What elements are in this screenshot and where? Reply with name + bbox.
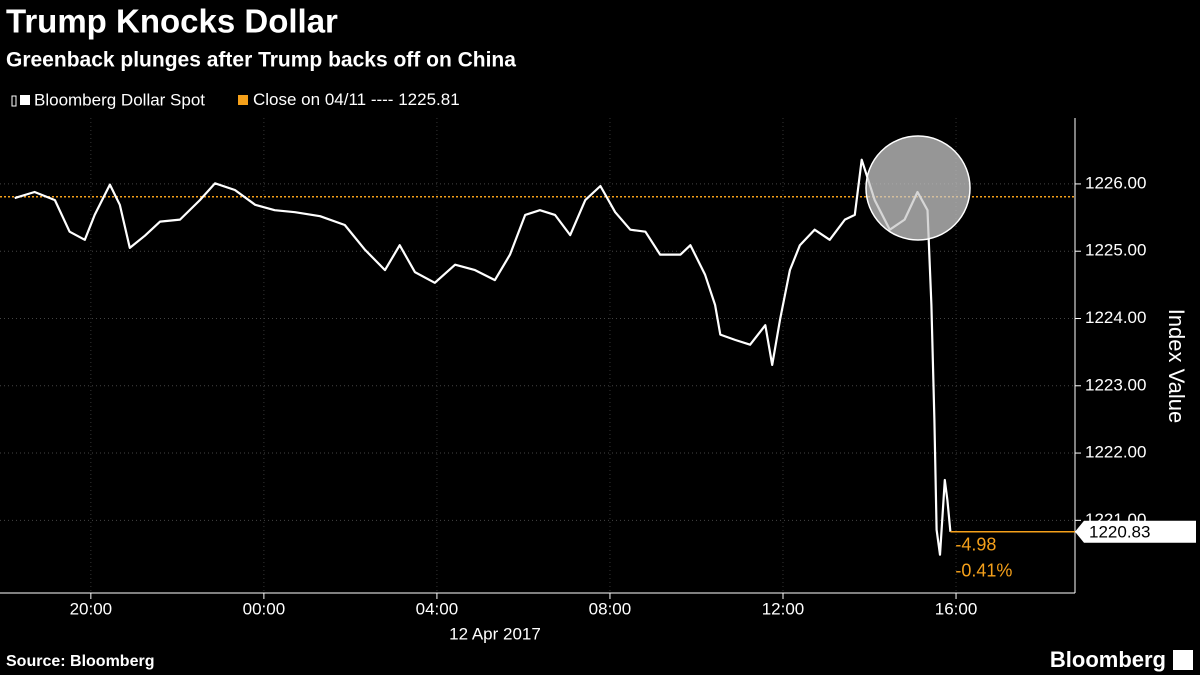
legend-swatch — [20, 95, 30, 105]
x-tick-label: 08:00 — [589, 599, 632, 618]
y-tick-label: 1222.00 — [1085, 443, 1146, 462]
highlight-circle — [865, 135, 971, 241]
y-tick-label: 1223.00 — [1085, 375, 1146, 394]
series-line — [14, 158, 952, 556]
legend-swatch — [238, 95, 248, 105]
last-value-tag — [1075, 520, 1196, 543]
x-tick-label: 04:00 — [416, 599, 459, 618]
y-axis-title: Index Value — [1164, 309, 1189, 424]
chart-subtitle: Greenback plunges after Trump backs off … — [6, 49, 516, 72]
last-value-label: 1220.83 — [1089, 522, 1150, 541]
x-tick-label: 16:00 — [935, 599, 978, 618]
x-sublabel: 12 Apr 2017 — [449, 624, 541, 643]
legend-ref-value: 1225.81 — [398, 90, 459, 109]
x-tick-label: 00:00 — [243, 599, 286, 618]
annotation: -4.98 — [955, 535, 996, 555]
y-tick-label: 1226.00 — [1085, 173, 1146, 192]
plot: 1221.001222.001223.001224.001225.001226.… — [0, 118, 1146, 618]
front: 1220.83 -4.98 -0.41% Bloomberg Dollar Spot C… — [11, 90, 1196, 581]
brand-icon — [1173, 650, 1193, 670]
y-tick-label: 1224.00 — [1085, 308, 1146, 327]
legend-icon — [11, 95, 17, 107]
x-tick-label: 12:00 — [762, 599, 805, 618]
y-tick-label: 1225.00 — [1085, 241, 1146, 260]
legend-ref-name: Close on 04/11 ---- — [253, 90, 393, 109]
legend-label: Bloomberg Dollar Spot — [34, 90, 205, 109]
source: Source: Bloomberg — [6, 653, 154, 670]
chart-title: Trump Knocks Dollar — [6, 3, 338, 40]
annotation: -0.41% — [955, 561, 1012, 581]
legend-label: Close on 04/11 ---- 1225.81 — [253, 90, 460, 109]
x-tick-label: 20:00 — [70, 599, 113, 618]
brand: Bloomberg — [1050, 647, 1166, 672]
